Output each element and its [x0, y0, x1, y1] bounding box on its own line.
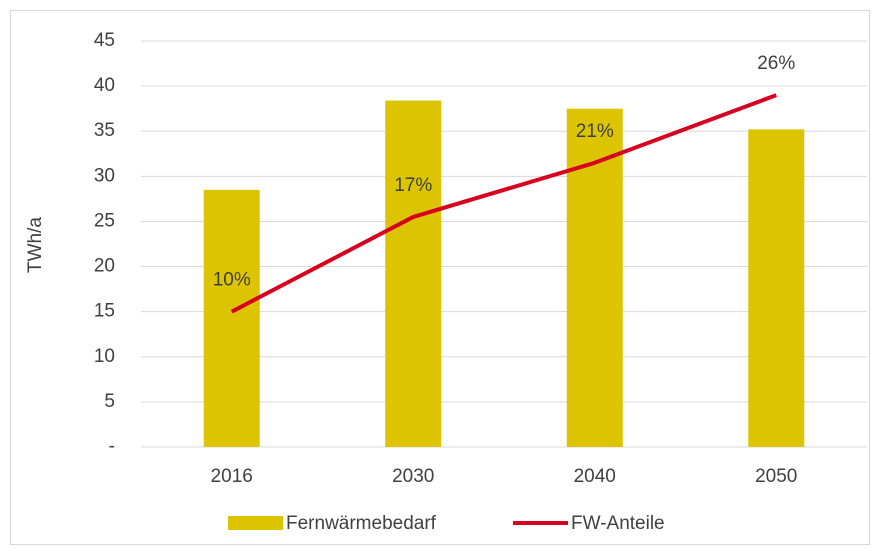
y-tick-label: -	[109, 436, 115, 457]
legend-label: FW-Anteile	[571, 513, 665, 534]
data-label: 17%	[394, 175, 432, 196]
y-tick-label: 30	[94, 165, 115, 186]
line	[230, 93, 777, 314]
data-label: 26%	[757, 53, 795, 74]
y-tick-label: 15	[94, 301, 115, 322]
y-tick-label: 10	[94, 346, 115, 367]
data-label: 21%	[576, 121, 614, 142]
y-tick-label: 45	[94, 30, 115, 51]
bar	[748, 129, 805, 447]
y-tick-label: 5	[104, 391, 115, 412]
bar	[385, 100, 442, 448]
x-tick-label: 2050	[755, 466, 797, 487]
bar	[203, 189, 260, 447]
legend-swatch	[228, 516, 283, 530]
y-axis-label: TWh/a	[25, 217, 46, 273]
x-tick-label: 2040	[574, 466, 616, 487]
y-tick-label: 20	[94, 256, 115, 277]
data-label: 10%	[213, 270, 251, 291]
y-tick-label: 40	[94, 75, 115, 96]
x-tick-label: 2030	[392, 466, 434, 487]
legend-label: Fernwärmebedarf	[286, 513, 437, 534]
x-tick-label: 2016	[211, 466, 253, 487]
bar	[566, 108, 623, 448]
y-tick-label: 25	[94, 210, 115, 231]
y-tick-label: 35	[94, 120, 115, 141]
